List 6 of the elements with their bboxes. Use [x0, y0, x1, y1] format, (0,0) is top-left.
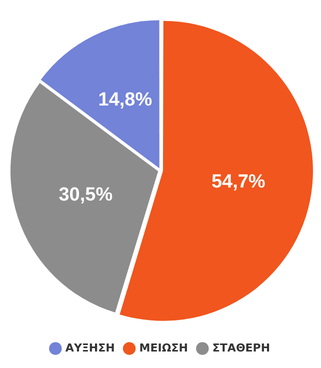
legend-label: ΣΤΑΘΕΡΗ [212, 341, 270, 354]
legend-label: ΑΥΞΗΣΗ [65, 341, 115, 354]
data-label: 54,7% [211, 171, 266, 192]
data-label: 30,5% [58, 184, 113, 206]
data-label: 14,8% [98, 89, 152, 110]
legend-label: ΜΕΙΩΣΗ [139, 341, 188, 354]
